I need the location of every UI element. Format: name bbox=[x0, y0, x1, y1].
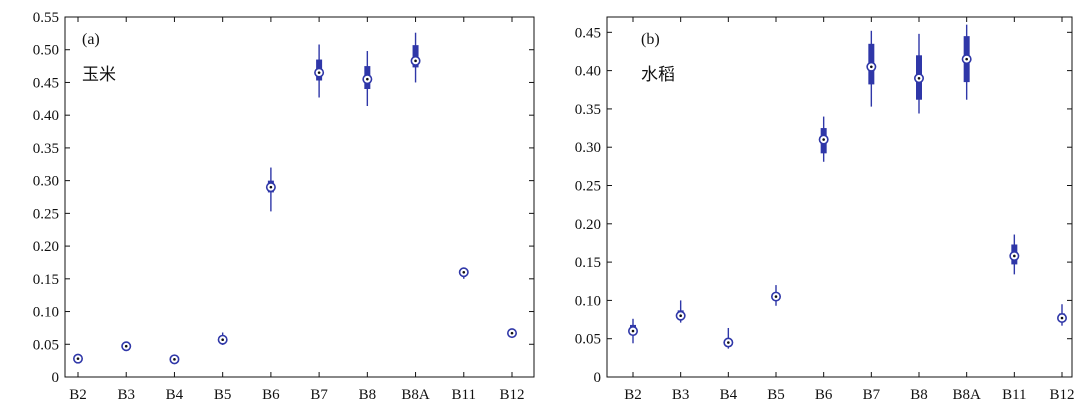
box-B4 bbox=[723, 327, 734, 349]
y-tick-label: 0.30 bbox=[33, 174, 59, 190]
median-dot bbox=[76, 357, 80, 360]
box-B7 bbox=[314, 44, 325, 98]
x-tick-label: B8 bbox=[359, 387, 377, 403]
median-dot bbox=[510, 331, 514, 335]
box-B7 bbox=[866, 30, 877, 107]
box-B4 bbox=[169, 354, 180, 365]
median-dot bbox=[269, 185, 273, 189]
box-B8A bbox=[961, 24, 972, 100]
panel-label: (b) bbox=[641, 31, 660, 48]
box-B12 bbox=[506, 328, 517, 339]
median-dot bbox=[1013, 254, 1016, 258]
median-dot bbox=[414, 59, 417, 63]
x-tick-label: B6 bbox=[262, 387, 280, 403]
x-tick-label: B6 bbox=[815, 387, 833, 403]
y-tick-label: 0.15 bbox=[33, 272, 59, 288]
median-dot bbox=[124, 344, 128, 348]
median-dot bbox=[679, 314, 682, 318]
x-tick-label: B11 bbox=[1002, 387, 1026, 403]
median-dot bbox=[221, 338, 224, 341]
box-B5 bbox=[770, 285, 781, 306]
y-tick-label: 0.05 bbox=[33, 337, 59, 353]
x-tick-label: B8A bbox=[952, 387, 981, 403]
x-tick-label: B2 bbox=[624, 387, 642, 403]
median-dot bbox=[774, 295, 778, 298]
x-tick-label: B5 bbox=[214, 387, 232, 403]
median-dot bbox=[366, 77, 369, 81]
y-tick-label: 0.35 bbox=[575, 102, 601, 118]
x-tick-label: B4 bbox=[720, 387, 738, 403]
median-dot bbox=[317, 71, 321, 74]
y-tick-label: 0.25 bbox=[33, 206, 59, 222]
median-dot bbox=[173, 358, 176, 361]
crop-label: 水稻 bbox=[641, 65, 675, 85]
y-tick-label: 0 bbox=[52, 370, 60, 386]
y-tick-label: 0 bbox=[594, 370, 602, 386]
box-B8 bbox=[362, 51, 373, 107]
median-dot bbox=[822, 138, 825, 141]
x-tick-label: B5 bbox=[767, 387, 785, 403]
y-tick-label: 0.45 bbox=[575, 25, 601, 41]
x-tick-label: B7 bbox=[863, 387, 881, 403]
y-tick-label: 0.20 bbox=[575, 217, 601, 233]
x-tick-label: B3 bbox=[672, 387, 690, 403]
y-tick-label: 0.50 bbox=[33, 43, 59, 59]
y-tick-label: 0.45 bbox=[33, 75, 59, 91]
y-tick-label: 0.10 bbox=[33, 305, 59, 321]
x-tick-label: B7 bbox=[310, 387, 328, 403]
box-B8 bbox=[913, 33, 924, 114]
x-tick-label: B8A bbox=[401, 387, 430, 403]
box-B6 bbox=[265, 167, 276, 212]
y-tick-label: 0.05 bbox=[575, 332, 601, 348]
x-tick-label: B2 bbox=[69, 387, 87, 403]
y-tick-label: 0.25 bbox=[575, 179, 601, 195]
box-B3 bbox=[121, 341, 132, 352]
panel-label: (a) bbox=[82, 31, 100, 48]
median-dot bbox=[965, 57, 968, 61]
plot-frame bbox=[606, 16, 1073, 378]
median-dot bbox=[462, 270, 466, 274]
y-tick-label: 0.10 bbox=[575, 293, 601, 309]
box-B3 bbox=[675, 300, 686, 323]
x-tick-label: B12 bbox=[1049, 387, 1074, 403]
box-B5 bbox=[217, 332, 228, 345]
median-dot bbox=[870, 65, 873, 69]
plot-frame bbox=[64, 16, 535, 378]
y-tick-label: 0.35 bbox=[33, 141, 59, 157]
y-tick-label: 0.15 bbox=[575, 255, 601, 271]
y-tick-label: 0.30 bbox=[575, 140, 601, 156]
y-tick-label: 0.20 bbox=[33, 239, 59, 255]
median-dot bbox=[727, 341, 730, 344]
box-B12 bbox=[1057, 304, 1068, 326]
box-B11 bbox=[458, 267, 469, 279]
median-dot bbox=[631, 329, 635, 333]
x-tick-label: B12 bbox=[499, 387, 524, 403]
median-dot bbox=[917, 76, 921, 80]
box-B2 bbox=[627, 318, 638, 344]
x-tick-label: B3 bbox=[117, 387, 135, 403]
box-B2 bbox=[73, 353, 84, 364]
box-B8A bbox=[410, 32, 421, 83]
x-tick-label: B11 bbox=[452, 387, 476, 403]
y-tick-label: 0.55 bbox=[33, 10, 59, 26]
x-tick-label: B8 bbox=[910, 387, 928, 403]
box-B11 bbox=[1009, 234, 1020, 275]
median-dot bbox=[1060, 316, 1064, 320]
y-tick-label: 0.40 bbox=[33, 108, 59, 124]
chart-a-maize: 0 0.05 0.10 0.15 0.20 0.25 0.30 0.35 0.40 0.45 0.5… bbox=[33, 10, 535, 403]
x-tick-label: B4 bbox=[166, 387, 184, 403]
crop-label: 玉米 bbox=[82, 65, 116, 85]
box-B6 bbox=[818, 116, 829, 162]
y-tick-label: 0.40 bbox=[575, 64, 601, 80]
